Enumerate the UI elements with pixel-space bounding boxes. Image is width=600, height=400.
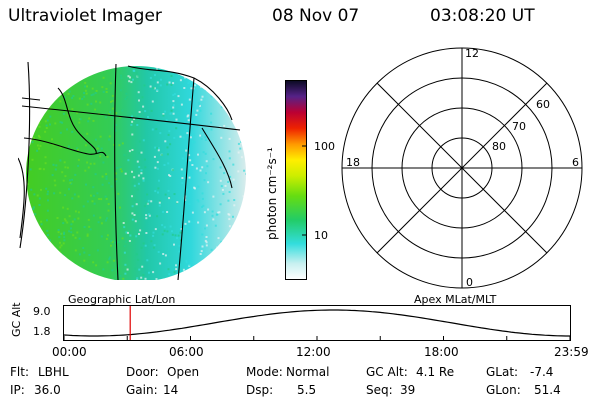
glon-label: GLon: [486, 383, 521, 397]
mlt-label-6: 6 [572, 156, 579, 169]
observation-date: 08 Nov 07 [272, 6, 360, 26]
apex-polar-plot: 12 18 6 0 60 70 80 [340, 44, 585, 289]
colorbar-tick-low: 10 [314, 229, 328, 242]
gain-label: Gain: [126, 383, 158, 397]
seq-label: Seq: [366, 383, 393, 397]
mlt-label-0: 0 [466, 276, 473, 289]
gain-value: 14 [163, 383, 179, 397]
orbit-frame [63, 305, 571, 341]
orbit-altitude-plot: GC Alt 9.0 1.8 00:00 06:00 12:00 18:00 2… [0, 295, 600, 367]
lat-label-60: 60 [536, 98, 550, 111]
lat-label-80: 80 [492, 140, 506, 153]
glon-value: 51.4 [534, 383, 561, 397]
observation-time: 03:08:20 UT [430, 6, 535, 26]
orbit-xtick-1: 06:00 [169, 345, 204, 359]
orbit-xtick-3: 18:00 [424, 345, 459, 359]
coastline-overlay [17, 61, 241, 281]
app-title: Ultraviolet Imager [8, 6, 162, 26]
orbit-xtick-4: 23:59 [554, 345, 589, 359]
ip-value: 36.0 [34, 383, 61, 397]
mlt-label-12: 12 [465, 47, 479, 60]
gc-alt-value: 4.1 Re [416, 365, 455, 379]
mlt-label-18: 18 [346, 156, 360, 169]
apex-caption: Apex MLat/MLT [414, 293, 497, 306]
ip-label: IP: [10, 383, 25, 397]
gc-alt-label: GC Alt: [366, 365, 408, 379]
orbit-ylabel: GC Alt [10, 302, 23, 337]
filter-value: LBHL [38, 365, 69, 379]
filter-label: Flt: [10, 365, 29, 379]
orbit-altitude-curve [63, 309, 570, 337]
mode-label: Mode: [246, 365, 283, 379]
earth-disk [26, 66, 246, 282]
colorbar [285, 80, 307, 280]
dsp-label: Dsp: [246, 383, 274, 397]
glat-value: -7.4 [530, 365, 554, 379]
colorbar-label: photon cm⁻²s⁻¹ [265, 147, 279, 240]
orbit-ytick-low: 1.8 [33, 325, 51, 338]
uv-image [17, 61, 246, 282]
geographic-caption: Geographic Lat/Lon [68, 293, 176, 306]
door-label: Door: [126, 365, 159, 379]
orbit-xtick-2: 12:00 [296, 345, 331, 359]
uv-image-panel [17, 58, 250, 282]
mode-value: Normal [286, 365, 330, 379]
lat-label-70: 70 [512, 120, 526, 133]
orbit-ytick-high: 9.0 [33, 305, 51, 318]
seq-value: 39 [400, 383, 416, 397]
mlt-diagonal-2 [376, 82, 548, 254]
dsp-value: 5.5 [297, 383, 317, 397]
orbit-xtick-0: 00:00 [52, 345, 87, 359]
colorbar-tick-high: 100 [314, 140, 335, 153]
glat-label: GLat: [486, 365, 519, 379]
door-value: Open [167, 365, 200, 379]
